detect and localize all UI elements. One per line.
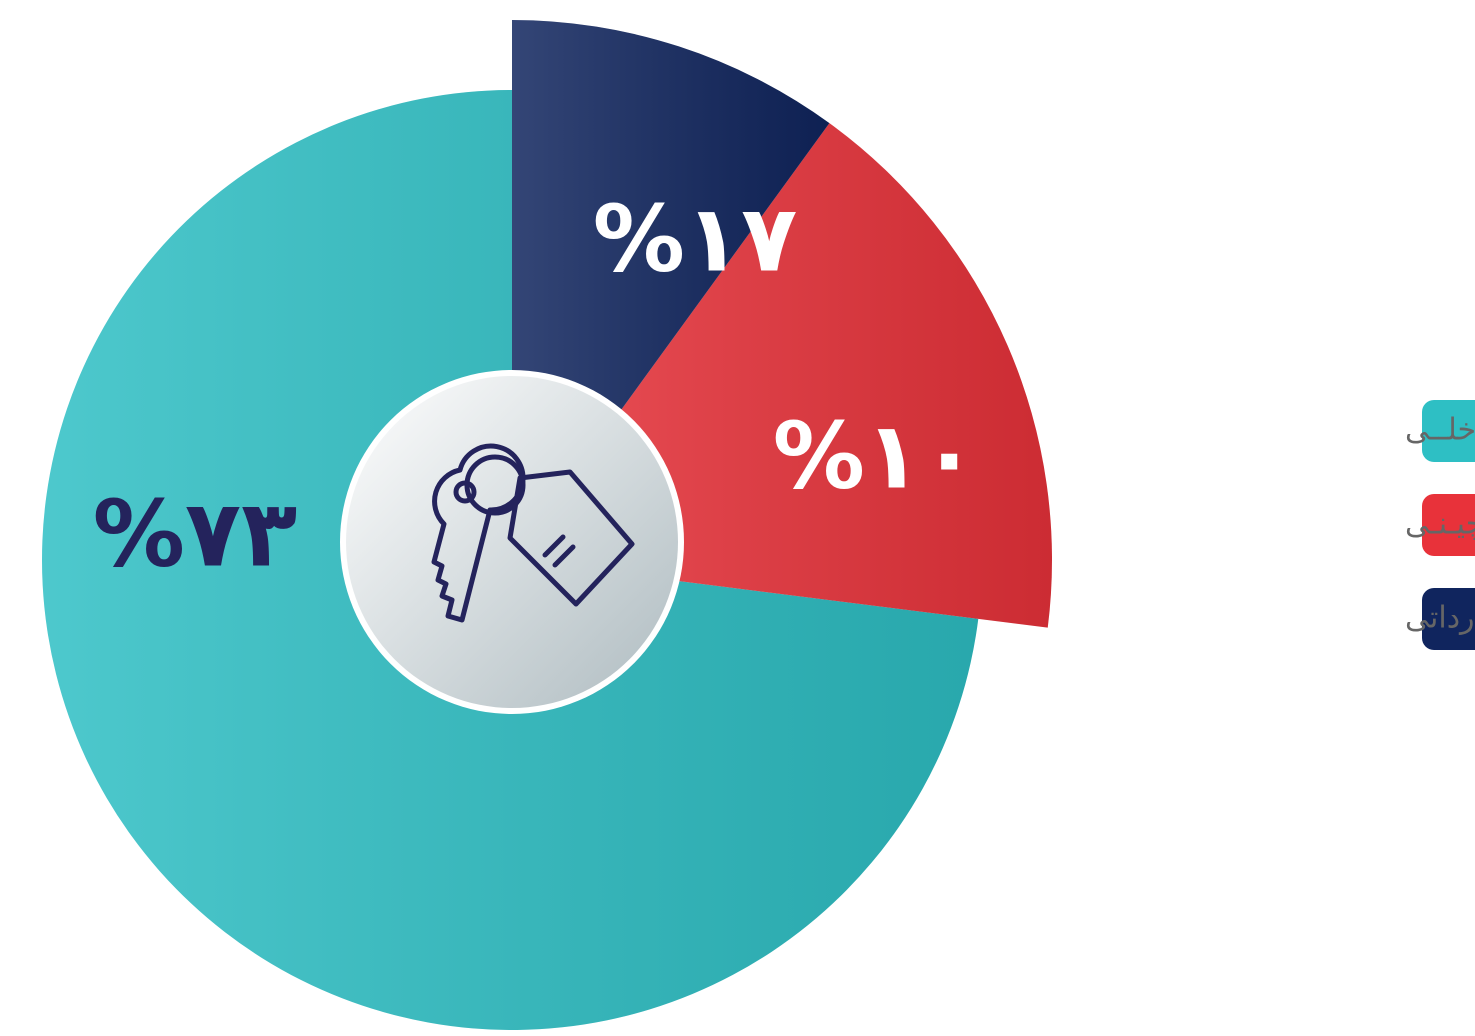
legend-swatch xyxy=(1422,400,1475,462)
value-label: %۱۷ xyxy=(593,185,797,292)
key-icon xyxy=(431,443,635,623)
value-label: %۱۰ xyxy=(773,402,977,509)
legend-label: خودروهای چیـنـی xyxy=(1405,507,1475,542)
legend-label: خودروهای وارداتی xyxy=(1405,601,1475,636)
legend-swatch xyxy=(1422,588,1475,650)
legend-label: خودروهای داخلــی xyxy=(1405,413,1475,448)
legend-swatch xyxy=(1422,494,1475,556)
value-label: %۷۳ xyxy=(93,480,297,587)
